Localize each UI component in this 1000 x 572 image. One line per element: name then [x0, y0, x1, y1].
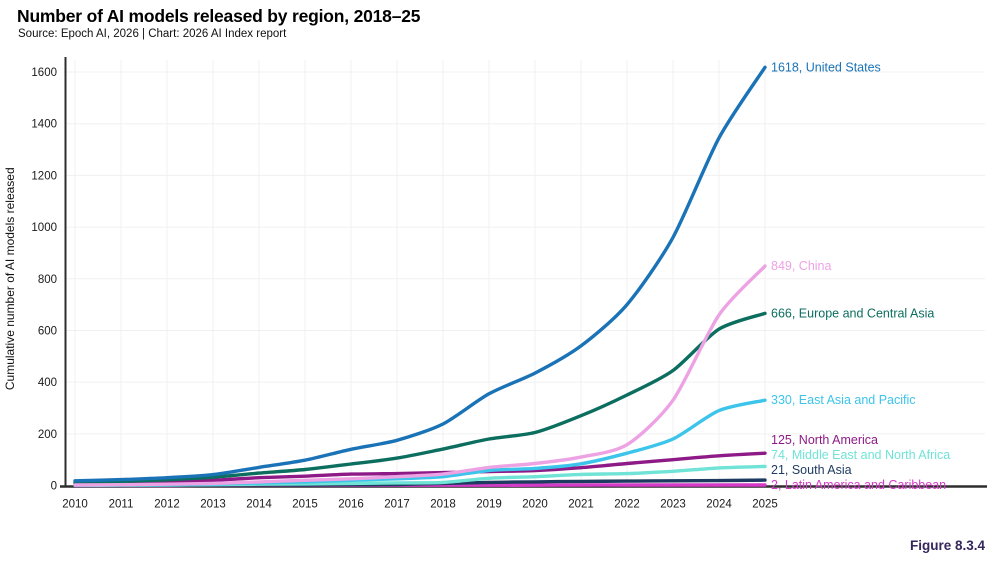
x-tick-label: 2017 [384, 499, 410, 511]
y-tick-label: 1400 [31, 119, 57, 131]
y-tick-label: 400 [38, 377, 57, 389]
gridlines [65, 60, 985, 486]
x-tick-label: 2016 [338, 499, 364, 511]
series-line-north-america [73, 451, 767, 486]
series-end-label-latin-america-and-caribbean: 2, Latin America and Caribbean [771, 478, 946, 492]
x-tick-label: 2021 [568, 499, 594, 511]
series-end-label-north-america: 125, North America [771, 433, 878, 447]
y-tick-label: 1600 [31, 67, 57, 79]
x-tick-label: 2024 [706, 499, 732, 511]
x-tick-label: 2020 [522, 499, 548, 511]
series-line-china [73, 264, 767, 487]
y-tick-label: 0 [51, 481, 57, 493]
x-tick-label: 2023 [660, 499, 686, 511]
chart-title: Number of AI models released by region, … [17, 6, 421, 26]
y-tick-label: 600 [38, 325, 57, 337]
x-tick-label: 2014 [246, 499, 272, 511]
x-tick-label: 2025 [752, 499, 778, 511]
series-end-label-europe-and-central-asia: 666, Europe and Central Asia [771, 306, 934, 320]
series-line-europe-and-central-asia [73, 311, 767, 485]
series-end-label-east-asia-and-pacific: 330, East Asia and Pacific [771, 393, 916, 407]
y-tick-label: 800 [38, 274, 57, 286]
chart-source: Source: Epoch AI, 2026 | Chart: 2026 AI … [18, 28, 287, 40]
x-tick-label: 2011 [109, 499, 134, 511]
series-end-label-middle-east-and-north-africa: 74, Middle East and North Africa [771, 448, 950, 462]
series-end-label-china: 849, China [771, 259, 832, 273]
x-tick-label: 2013 [200, 499, 226, 511]
x-tick-label: 2015 [292, 499, 318, 511]
y-tick-label: 1000 [31, 222, 57, 234]
x-tick-label: 2019 [476, 499, 502, 511]
series-end-label-united-states: 1618, United States [771, 60, 881, 74]
series-line-united-states [73, 65, 767, 483]
series-end-label-south-asia: 21, South Asia [771, 463, 852, 477]
figure-number: Figure 8.3.4 [909, 538, 985, 553]
x-tick-label: 2022 [614, 499, 640, 511]
x-tick-label: 2018 [430, 499, 456, 511]
y-tick-label: 1200 [31, 170, 57, 182]
x-tick-label: 2012 [154, 499, 180, 511]
series-lines [73, 65, 767, 488]
x-tick-label: 2010 [62, 499, 88, 511]
y-tick-label: 200 [38, 429, 57, 441]
y-axis-label: Cumulative number of AI models released [3, 167, 17, 390]
